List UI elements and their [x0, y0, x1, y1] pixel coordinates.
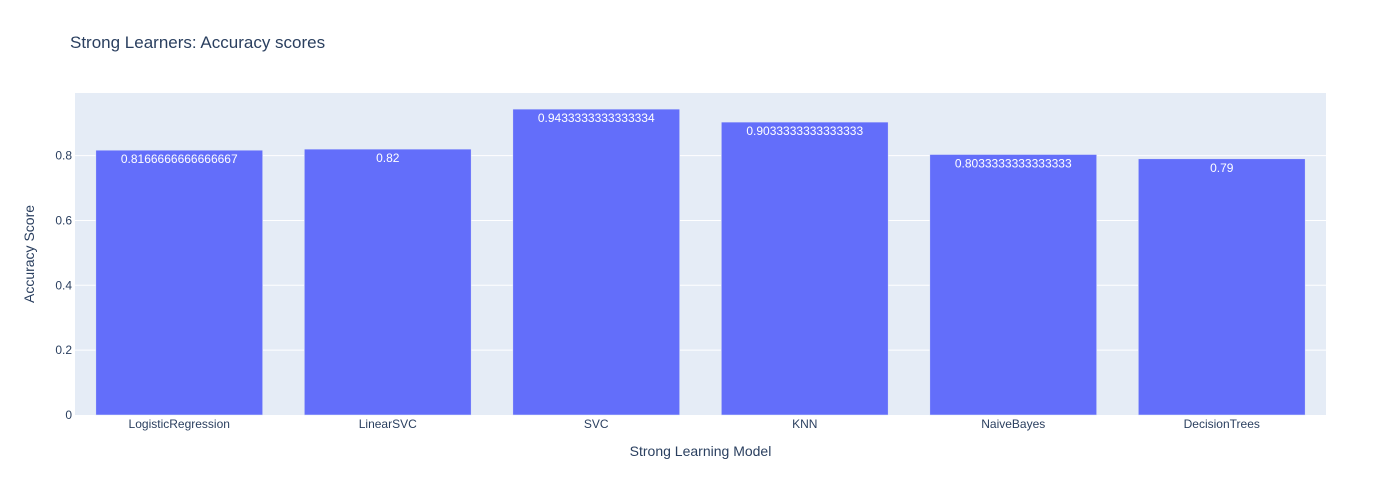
x-tick-label: DecisionTrees [1184, 417, 1260, 431]
bar [721, 121, 889, 416]
chart-title: Strong Learners: Accuracy scores [70, 33, 325, 52]
y-tick-label: 0.6 [55, 213, 72, 227]
bar-value-label: 0.8166666666666667 [121, 152, 238, 166]
bar [1138, 158, 1306, 416]
bar-value-label: 0.9033333333333333 [746, 124, 863, 138]
x-tick-label: LogisticRegression [129, 417, 230, 431]
bar [512, 108, 680, 416]
bar [304, 148, 472, 416]
y-tick-label: 0 [65, 408, 72, 422]
bar-value-label: 0.79 [1210, 161, 1234, 175]
x-tick-label: LinearSVC [359, 417, 417, 431]
x-tick-label: KNN [792, 417, 817, 431]
y-axis-label: Accuracy Score [21, 205, 37, 303]
bar [929, 154, 1097, 416]
x-tick-label: NaiveBayes [981, 417, 1045, 431]
bar-value-label: 0.9433333333333334 [538, 111, 655, 125]
bar-value-label: 0.8033333333333333 [955, 157, 1072, 171]
x-axis-label: Strong Learning Model [630, 443, 772, 459]
bar-value-label: 0.82 [376, 151, 400, 165]
y-tick-label: 0.2 [55, 343, 72, 357]
x-tick-label: SVC [584, 417, 609, 431]
bar [95, 149, 263, 416]
y-tick-label: 0.8 [55, 149, 72, 163]
plot-area [75, 93, 1326, 415]
y-tick-label: 0.4 [55, 278, 72, 292]
